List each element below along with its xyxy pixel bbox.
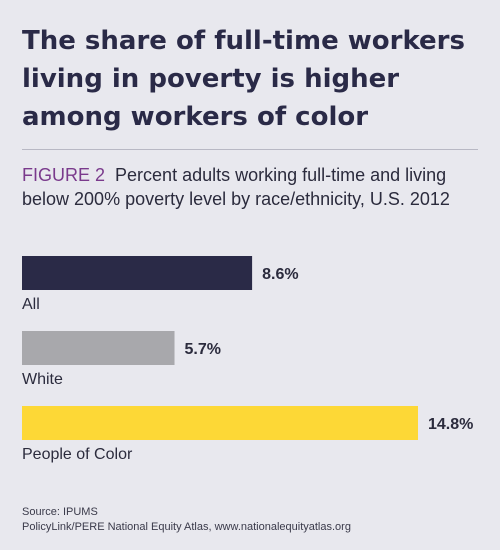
bar-people-of-color	[22, 406, 418, 440]
value-label-white: 5.7%	[185, 341, 221, 358]
credit-note: PolicyLink/PERE National Equity Atlas, w…	[22, 521, 351, 533]
source-note: Source: IPUMS	[22, 506, 98, 518]
value-label-all: 8.6%	[262, 266, 298, 283]
category-label-all: All	[22, 296, 40, 313]
chart-subtitle: FIGURE 2 Percent adults working full-tim…	[22, 163, 492, 211]
category-label-white: White	[22, 371, 63, 388]
chart-headline: The share of full-time workers living in…	[22, 26, 465, 132]
bar-white	[22, 331, 175, 365]
figure-label: FIGURE 2	[22, 165, 106, 185]
subtitle-text: Percent adults working full-time and liv…	[22, 165, 450, 209]
chart-footer: Source: IPUMS PolicyLink/PERE National E…	[22, 505, 351, 535]
bar-all	[22, 256, 253, 290]
value-label-people-of-color: 14.8%	[428, 416, 473, 433]
category-label-people-of-color: People of Color	[22, 446, 133, 463]
divider	[22, 149, 478, 150]
